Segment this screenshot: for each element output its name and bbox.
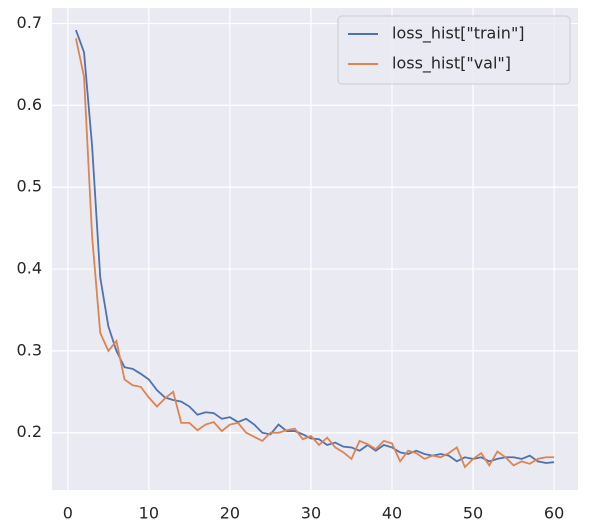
x-tick-label: 40 xyxy=(382,504,402,523)
y-tick-label: 0.5 xyxy=(17,177,42,196)
y-tick-label: 0.4 xyxy=(17,259,42,278)
legend-box xyxy=(337,15,571,85)
x-tick-label: 20 xyxy=(220,504,240,523)
legend-label: loss_hist["train"] xyxy=(392,24,525,44)
y-tick-label: 0.3 xyxy=(17,340,42,359)
x-tick-label: 50 xyxy=(463,504,483,523)
legend-label: loss_hist["val"] xyxy=(392,54,511,74)
y-tick-label: 0.6 xyxy=(17,95,42,114)
x-tick-label: 60 xyxy=(544,504,564,523)
x-tick-label: 30 xyxy=(301,504,321,523)
y-tick-label: 0.2 xyxy=(17,422,42,441)
x-tick-label: 0 xyxy=(63,504,73,523)
y-tick-label: 0.7 xyxy=(17,13,42,32)
line-series xyxy=(75,38,555,469)
x-tick-label: 10 xyxy=(139,504,159,523)
plot-area xyxy=(52,8,578,490)
